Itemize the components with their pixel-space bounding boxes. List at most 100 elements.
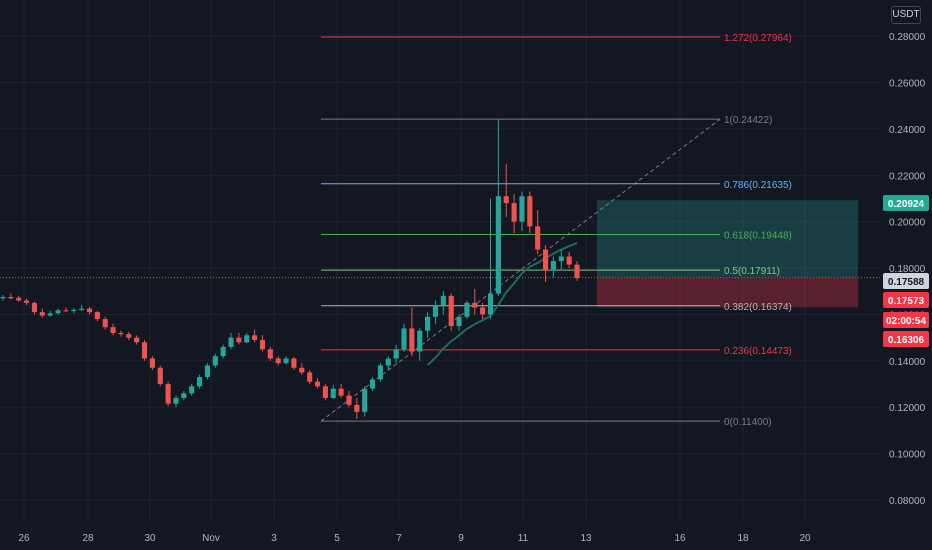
candle bbox=[511, 193, 517, 234]
candle bbox=[141, 339, 148, 361]
candle-body bbox=[118, 333, 124, 335]
price-tag-label: 02:00:54 bbox=[886, 316, 926, 327]
candle bbox=[354, 397, 360, 419]
time-axis-tick-label: 11 bbox=[518, 533, 529, 544]
candle bbox=[39, 308, 45, 318]
price-axis-tick-label: 0.18000 bbox=[889, 264, 926, 275]
candle bbox=[212, 353, 218, 368]
candle-body bbox=[55, 310, 61, 314]
time-axis-tick-label: 5 bbox=[334, 533, 340, 544]
time-axis-tick-label: 26 bbox=[18, 533, 30, 544]
candle bbox=[377, 363, 383, 382]
candle-body bbox=[236, 337, 242, 343]
price-tag-label: 0.16306 bbox=[888, 335, 925, 346]
candle bbox=[472, 288, 478, 315]
candle-body bbox=[165, 384, 171, 404]
candle bbox=[558, 249, 564, 271]
candle bbox=[519, 191, 525, 231]
fib-level-label: 1(0.24422) bbox=[724, 115, 772, 126]
time-axis-tick-label: 20 bbox=[799, 533, 811, 544]
candle-body bbox=[432, 305, 439, 317]
candle-body bbox=[558, 256, 564, 262]
candle bbox=[173, 395, 179, 408]
fib-level-label: 0.618(0.19448) bbox=[724, 230, 792, 241]
candle-body bbox=[197, 377, 203, 387]
candle-body bbox=[8, 297, 14, 299]
candle-body bbox=[440, 295, 446, 306]
candle bbox=[299, 363, 305, 375]
candle-body bbox=[189, 386, 195, 394]
time-axis-tick-label: Nov bbox=[202, 533, 220, 544]
candle bbox=[330, 385, 336, 400]
candles bbox=[0, 119, 580, 419]
candle-body bbox=[134, 337, 140, 343]
stop-zone bbox=[597, 277, 858, 308]
candle-body bbox=[31, 302, 38, 313]
candle-body bbox=[259, 339, 266, 350]
candle-body bbox=[401, 328, 407, 350]
candle bbox=[542, 244, 549, 282]
candle-body bbox=[291, 358, 297, 368]
candle-body bbox=[244, 335, 250, 343]
currency-badge[interactable]: USDT bbox=[891, 6, 921, 24]
candle bbox=[189, 384, 195, 396]
candle bbox=[197, 374, 203, 389]
candle bbox=[307, 370, 313, 385]
candle-body bbox=[181, 393, 187, 398]
candle bbox=[259, 335, 266, 352]
candle bbox=[283, 356, 289, 365]
candle-body bbox=[330, 388, 336, 398]
candle-body bbox=[409, 328, 415, 352]
candle bbox=[228, 333, 234, 350]
price-tag: 0.17588 bbox=[883, 273, 929, 289]
fib-level-label: 1.272(0.27964) bbox=[724, 33, 792, 44]
candle-body bbox=[110, 327, 116, 334]
candle bbox=[550, 256, 556, 278]
candle-body bbox=[377, 365, 383, 380]
candle bbox=[574, 261, 580, 281]
candle bbox=[393, 344, 399, 364]
candle bbox=[8, 293, 14, 300]
price-tag: 02:00:54 bbox=[883, 312, 929, 328]
candle-body bbox=[338, 388, 344, 396]
candle bbox=[346, 390, 352, 408]
candle bbox=[236, 333, 242, 345]
price-tag-label: 0.20924 bbox=[888, 199, 925, 210]
price-tag: 0.20924 bbox=[883, 195, 929, 211]
candle bbox=[134, 335, 140, 345]
candle-body bbox=[63, 310, 69, 312]
time-axis-tick-label: 13 bbox=[580, 533, 592, 544]
fib-level-label: 0.236(0.14473) bbox=[724, 346, 792, 357]
candle-body bbox=[472, 302, 478, 308]
candle bbox=[126, 331, 132, 340]
candle-body bbox=[71, 309, 77, 311]
candle bbox=[24, 298, 30, 306]
candle-body bbox=[220, 346, 226, 357]
candle-body bbox=[574, 264, 580, 279]
candle-body bbox=[535, 226, 541, 250]
candle-body bbox=[173, 397, 179, 404]
fib-trend-line[interactable] bbox=[320, 118, 721, 422]
candle-body bbox=[157, 367, 163, 385]
candle bbox=[244, 333, 250, 344]
candle-body bbox=[362, 388, 368, 412]
candle bbox=[527, 191, 533, 234]
candle-body bbox=[307, 372, 313, 382]
price-tag-background bbox=[883, 312, 929, 328]
candle-body bbox=[354, 404, 360, 412]
candle-body bbox=[267, 349, 273, 359]
candle-body bbox=[39, 312, 45, 316]
candle-body bbox=[456, 316, 462, 327]
candle bbox=[63, 307, 69, 313]
candle bbox=[47, 310, 53, 317]
time-axis[interactable]: 26 28 30 Nov 3 5 7 9 11 13 16 18 20 bbox=[18, 533, 811, 544]
moving-average bbox=[426, 242, 578, 366]
candle-body bbox=[204, 365, 210, 378]
fibonacci-retracement[interactable]: 1.272(0.27964) 1(0.24422) 0.786(0.21635) 0.… bbox=[0, 33, 882, 428]
candle-body bbox=[79, 308, 85, 310]
candle bbox=[417, 328, 423, 361]
price-tags: 0.20924 0.17588 0.17573 02:00:54 0.16306 bbox=[883, 195, 929, 347]
position-zones bbox=[597, 200, 858, 308]
